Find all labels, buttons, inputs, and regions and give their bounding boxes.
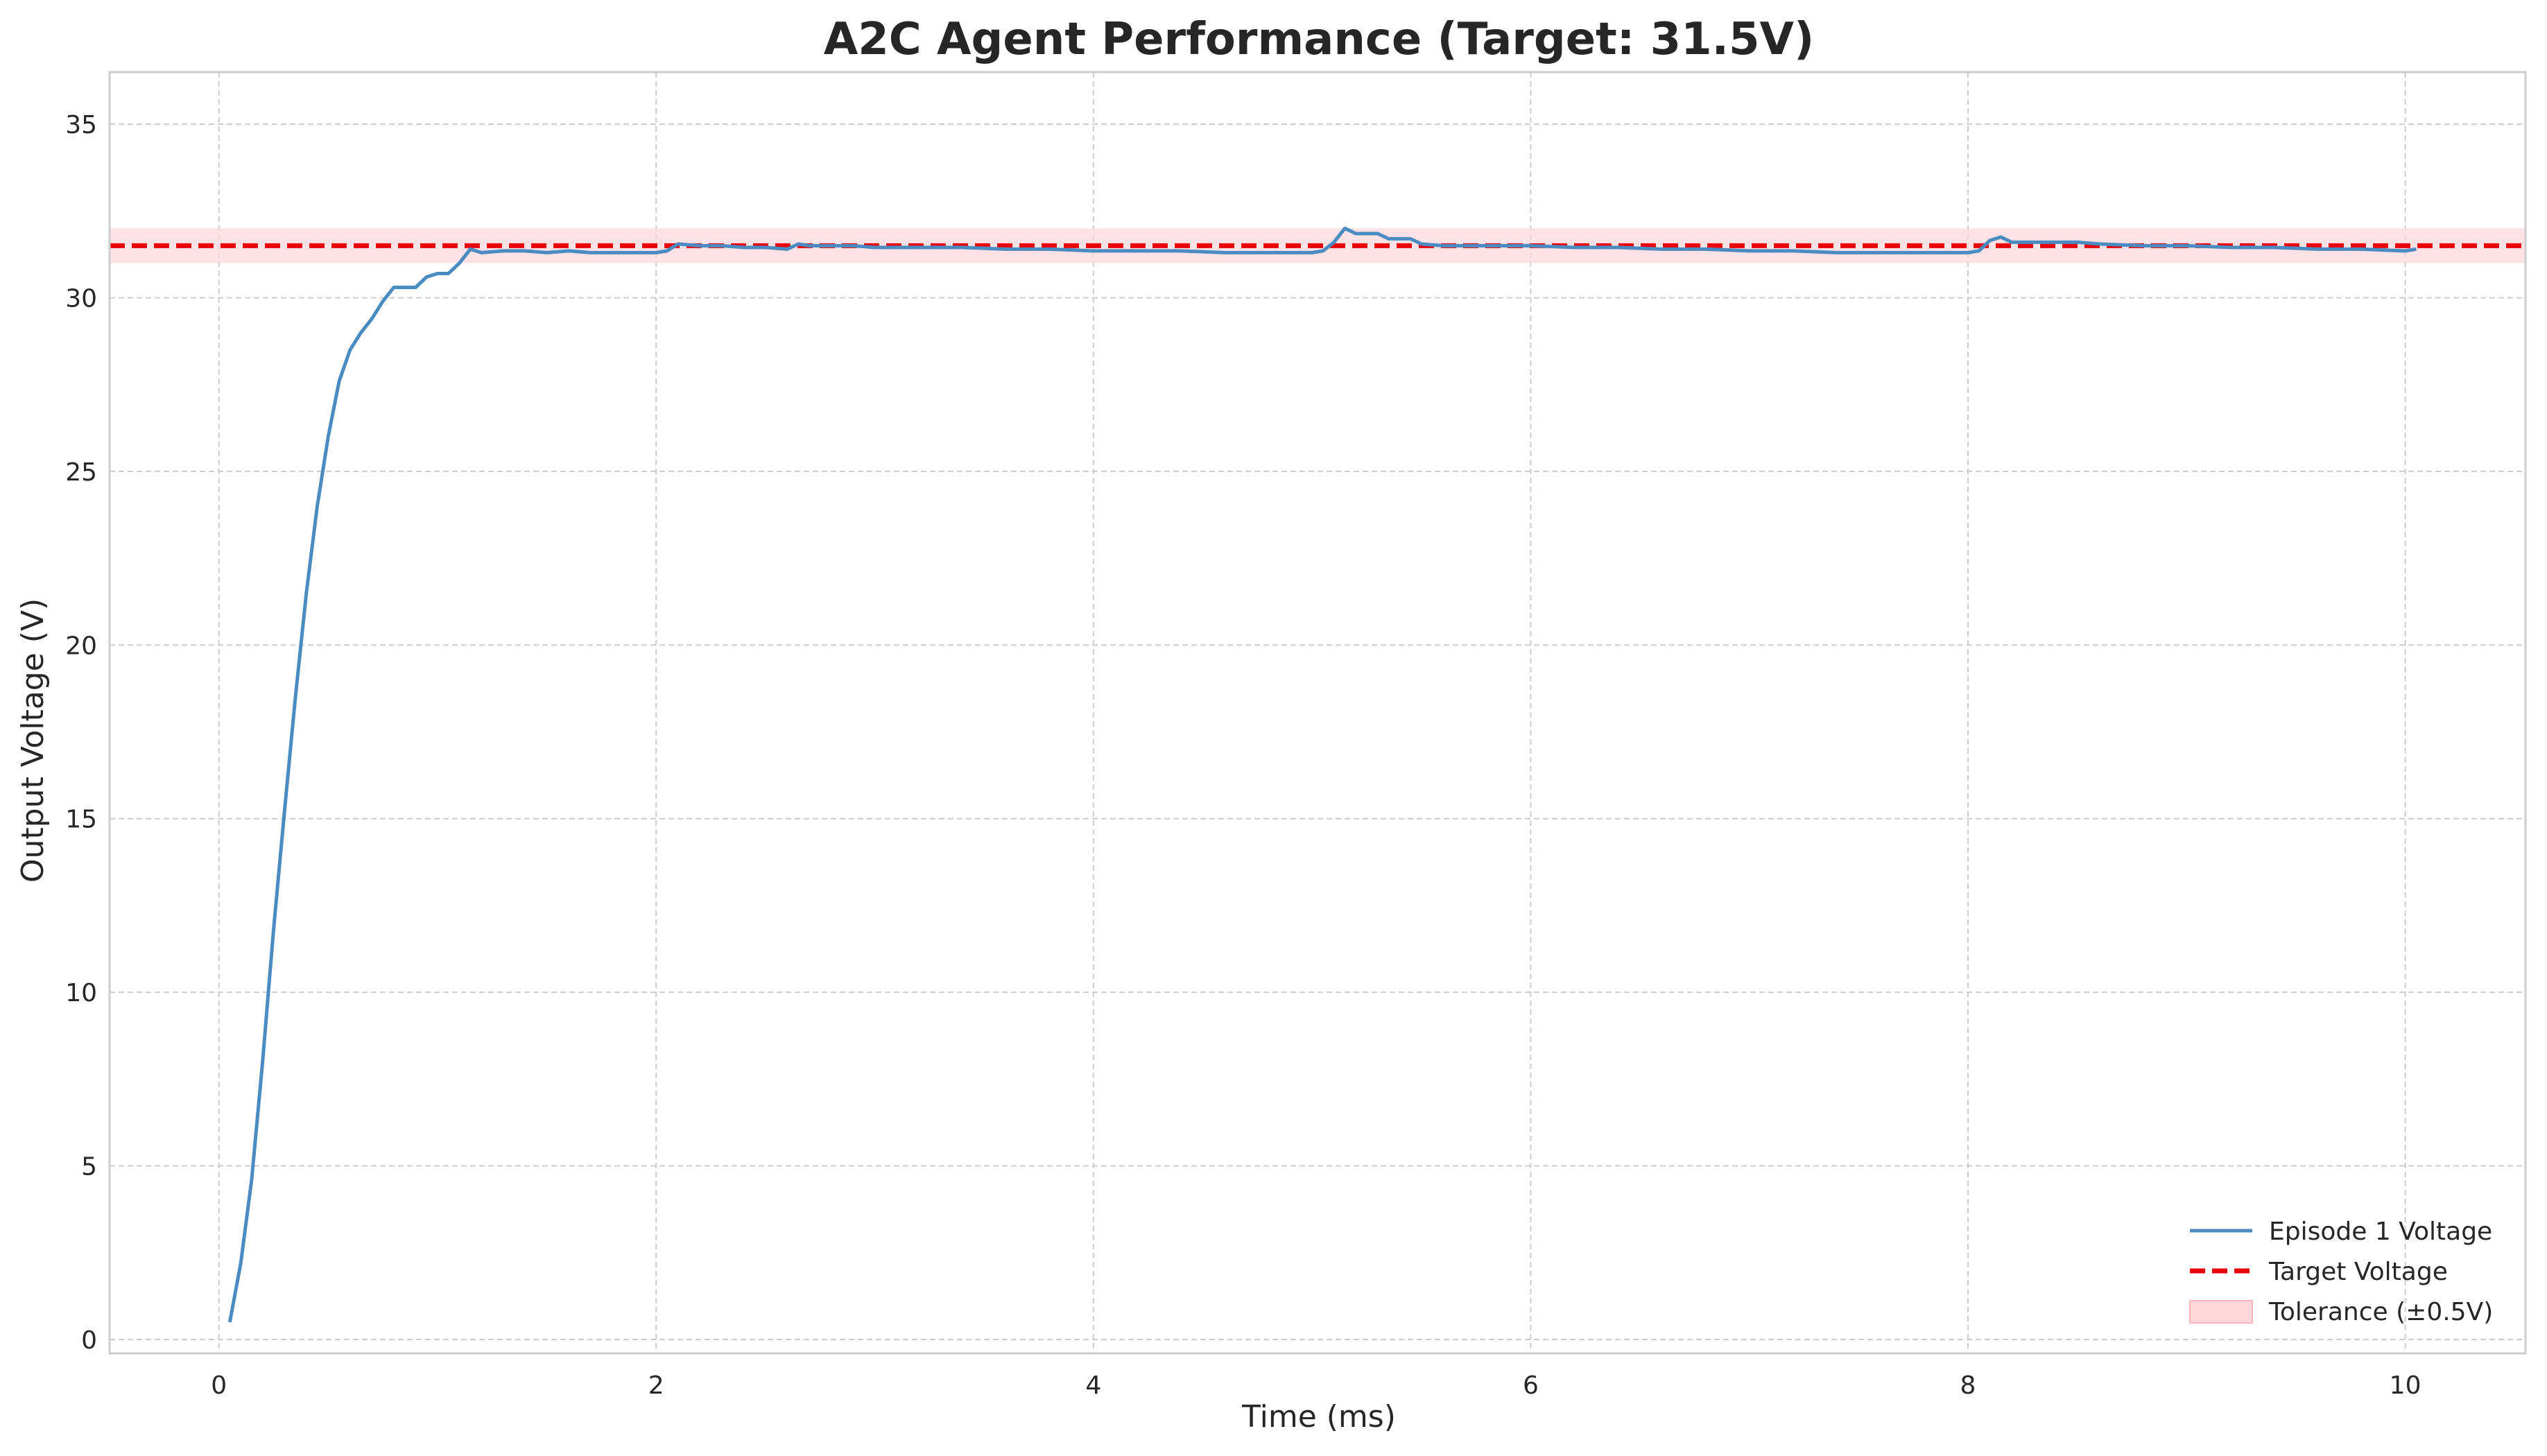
x-tick-label: 8 [1960,1371,1976,1400]
x-axis-ticks: 0 2 4 6 8 10 [211,1371,2421,1400]
x-axis-label: Time (ms) [1241,1399,1396,1435]
x-tick-label: 6 [1523,1371,1539,1400]
y-tick-label: 25 [65,458,97,487]
y-axis-ticks: 0 5 10 15 20 25 30 35 [65,111,97,1355]
legend: Episode 1 Voltage Target Voltage Toleran… [2189,1217,2493,1326]
x-tick-label: 4 [1085,1371,1101,1400]
plot-frame [108,71,2527,1355]
x-tick-label: 0 [211,1371,227,1400]
legend-label-tolerance: Tolerance (±0.5V) [2268,1298,2493,1326]
y-tick-label: 15 [65,806,97,834]
y-axis-label: Output Voltage (V) [15,598,51,883]
y-tick-label: 0 [81,1326,97,1355]
chart-title: A2C Agent Performance (Target: 31.5V) [824,14,1815,65]
plot-area [108,71,2527,1355]
legend-swatch-tolerance [2189,1300,2253,1324]
x-tick-label: 2 [648,1371,664,1400]
y-tick-label: 20 [65,632,97,660]
y-tick-label: 30 [65,285,97,313]
y-tick-label: 10 [65,979,97,1007]
gridlines [110,72,2526,1353]
legend-label-episode-1-voltage: Episode 1 Voltage [2269,1217,2492,1246]
episode-1-voltage-line [227,226,2417,1323]
legend-label-target-voltage: Target Voltage [2268,1258,2448,1286]
y-tick-label: 5 [81,1153,97,1181]
x-tick-label: 10 [2390,1371,2421,1400]
y-tick-label: 35 [65,111,97,139]
